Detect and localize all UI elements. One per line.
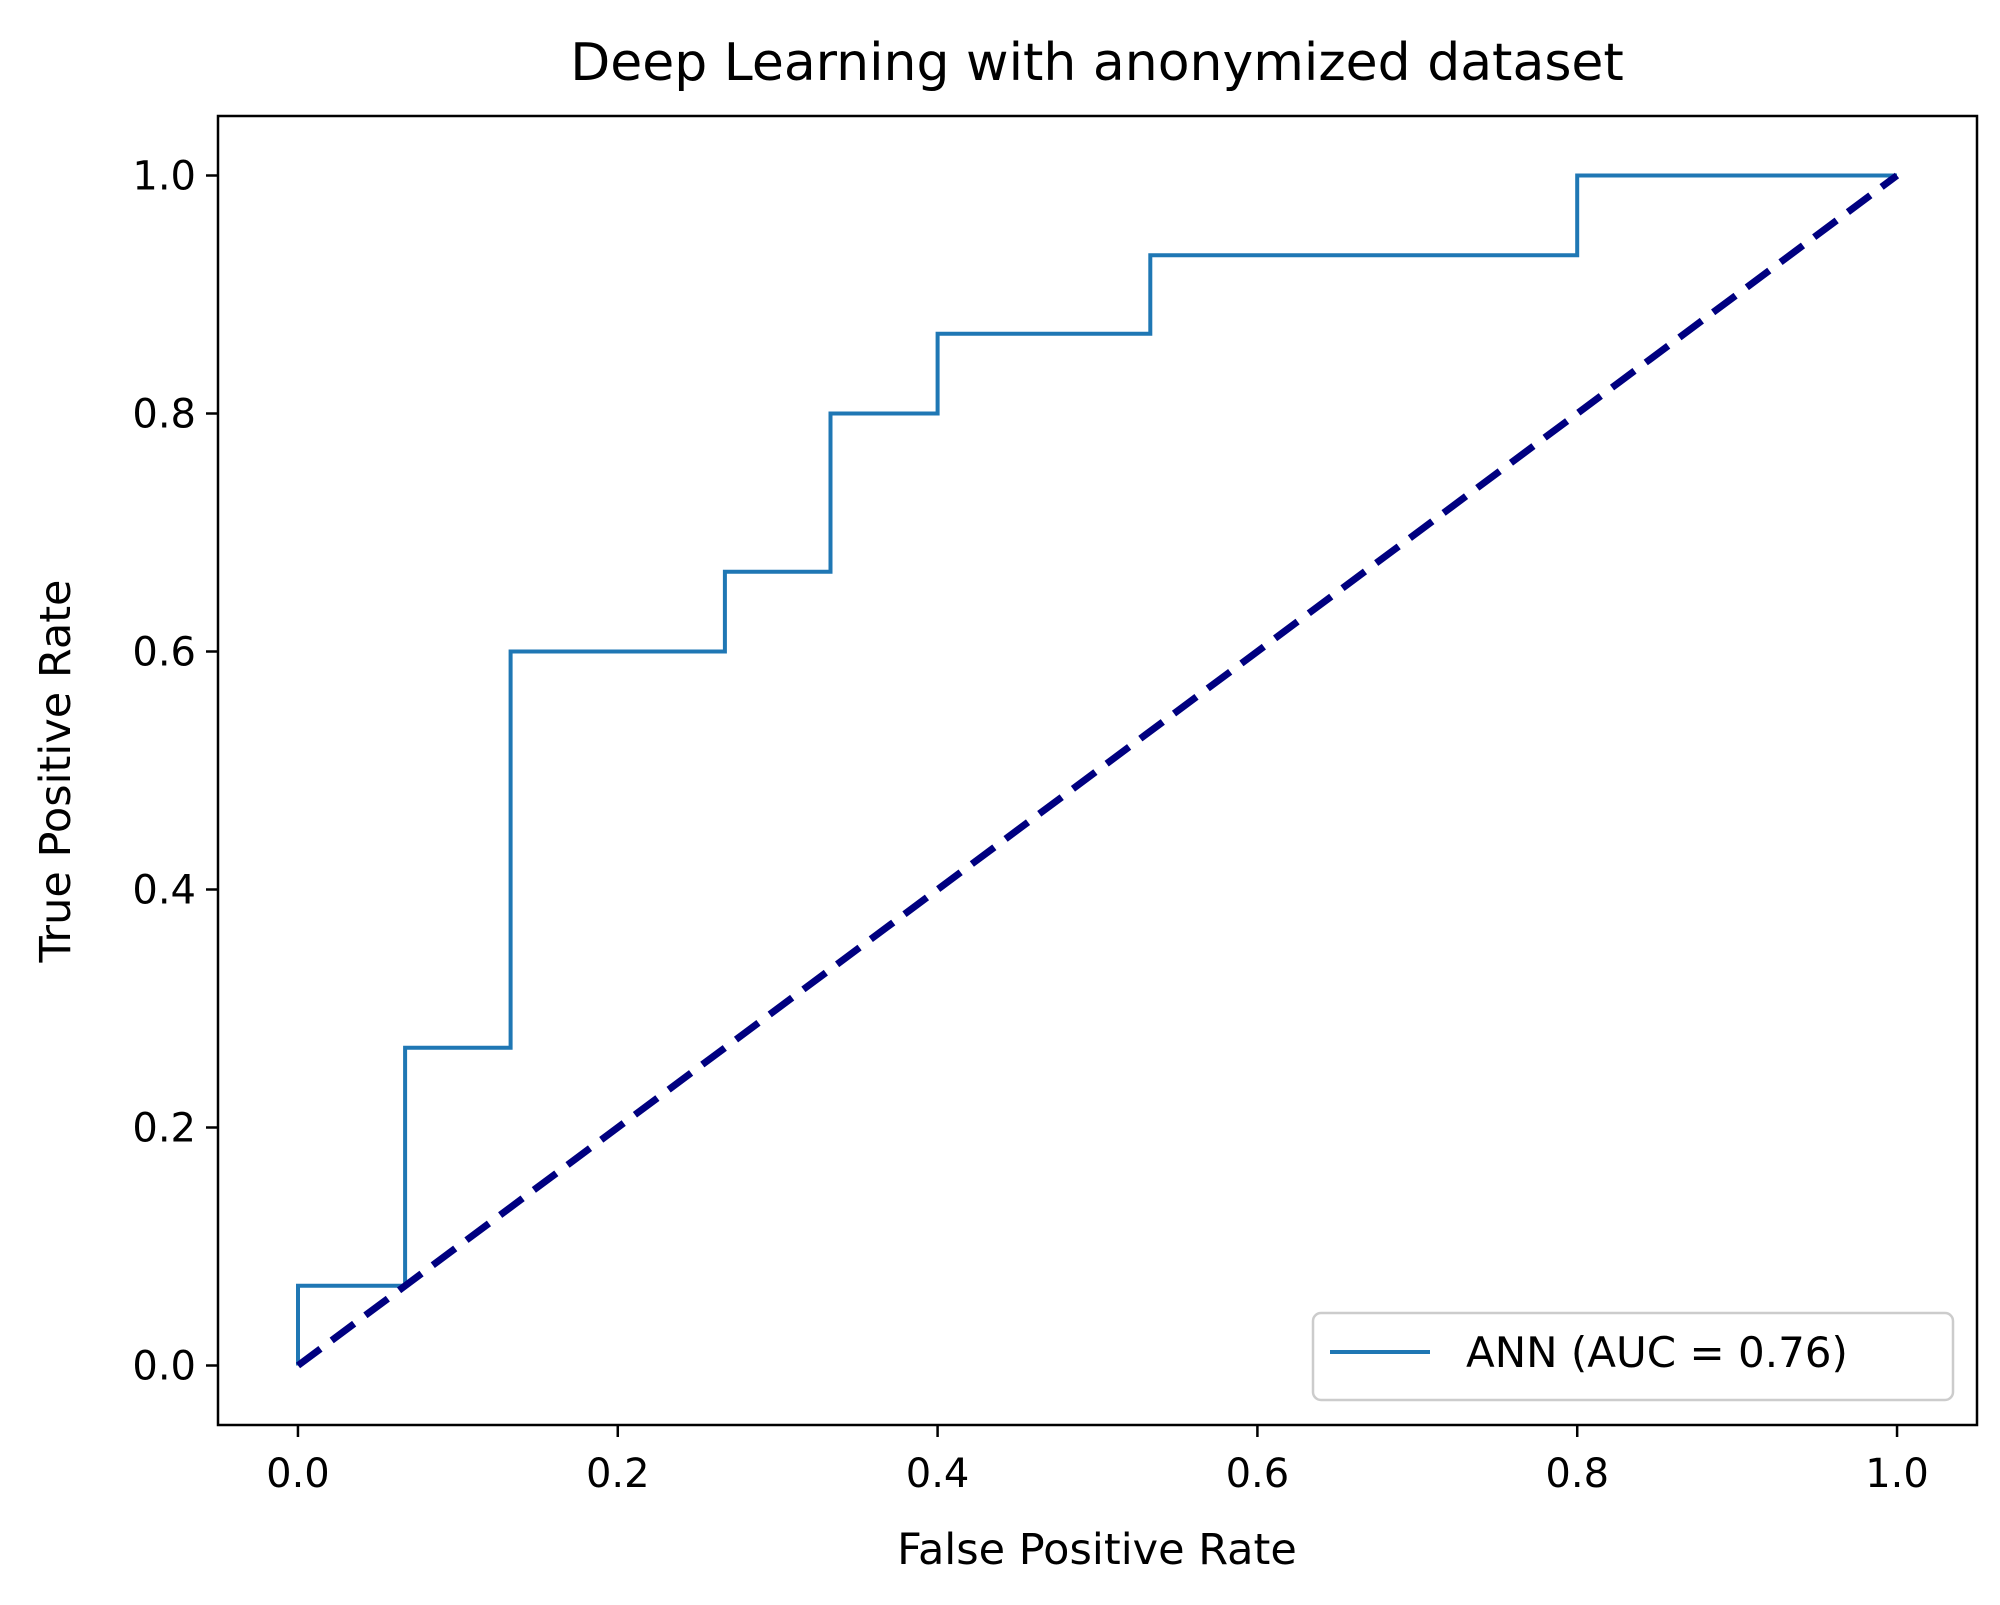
y-axis: 0.0 0.2 0.4 0.6 0.8 1.0 [132, 154, 218, 1390]
y-axis-title: True Positive Rate [31, 579, 81, 963]
plot-area [295, 172, 1900, 1369]
y-tick-label: 0.0 [132, 1344, 196, 1390]
plot-frame [216, 114, 1979, 1427]
y-tick-label: 0.6 [132, 630, 196, 676]
x-tick-label: 1.0 [1865, 1451, 1929, 1497]
legend: ANN (AUC = 0.76) [1311, 1311, 1955, 1402]
legend-box [1311, 1311, 1955, 1402]
x-tick-label: 0.0 [266, 1451, 330, 1497]
x-tick-label: 0.2 [586, 1451, 650, 1497]
legend-label-ann: ANN (AUC = 0.76) [1466, 1328, 1848, 1377]
chance-diagonal-line [295, 172, 1900, 1369]
y-tick-label: 0.2 [132, 1106, 196, 1152]
x-tick-label: 0.4 [906, 1451, 970, 1497]
y-tick-label: 0.8 [132, 392, 196, 438]
roc-curve-ann [296, 173, 1897, 1366]
x-tick-label: 0.8 [1545, 1451, 1609, 1497]
y-tick-label: 0.4 [132, 868, 196, 914]
x-axis: 0.0 0.2 0.4 0.6 0.8 1.0 [266, 1425, 1929, 1497]
y-tick-label: 1.0 [132, 154, 196, 200]
x-axis-title: False Positive Rate [897, 1525, 1297, 1575]
chart-title: Deep Learning with anonymized dataset [570, 33, 1624, 93]
x-tick-label: 0.6 [1226, 1451, 1290, 1497]
